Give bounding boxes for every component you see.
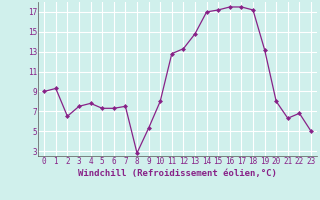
X-axis label: Windchill (Refroidissement éolien,°C): Windchill (Refroidissement éolien,°C) [78,169,277,178]
